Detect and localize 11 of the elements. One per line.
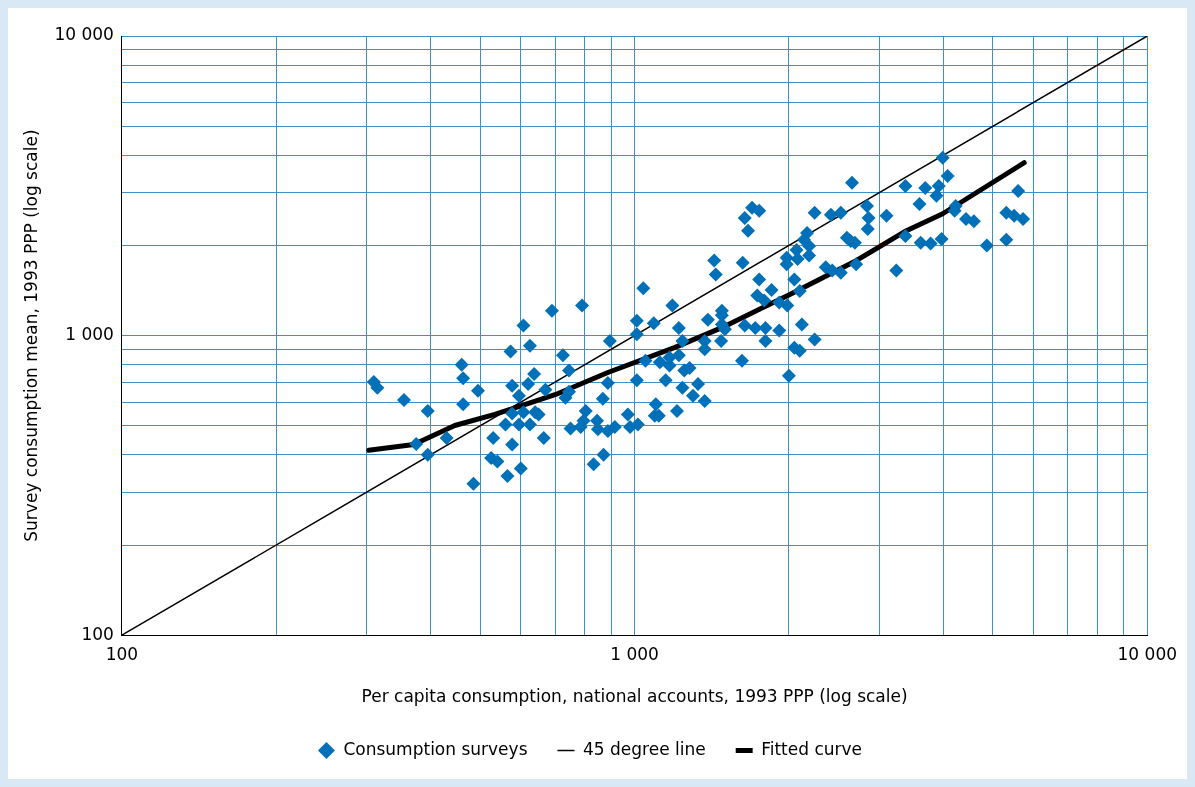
x-axis-title: Per capita consumption, national accounts, 1993 PPP (log scale) xyxy=(361,686,908,707)
y-tick-label: 100 xyxy=(81,623,114,644)
x-tick-label: 100 xyxy=(105,643,139,664)
legend-label: Fitted curve xyxy=(761,738,863,759)
y-axis-title: Survey consumption mean, 1993 PPP (log scale) xyxy=(20,129,41,542)
legend-label: 45 degree line xyxy=(582,738,706,759)
y-tick-label: 1 000 xyxy=(65,324,114,345)
x-tick-label: 1 000 xyxy=(610,643,659,664)
legend-label: Consumption surveys xyxy=(343,738,528,759)
x-tick-label: 10 000 xyxy=(1117,643,1177,664)
y-tick-label: 10 000 xyxy=(54,24,114,45)
